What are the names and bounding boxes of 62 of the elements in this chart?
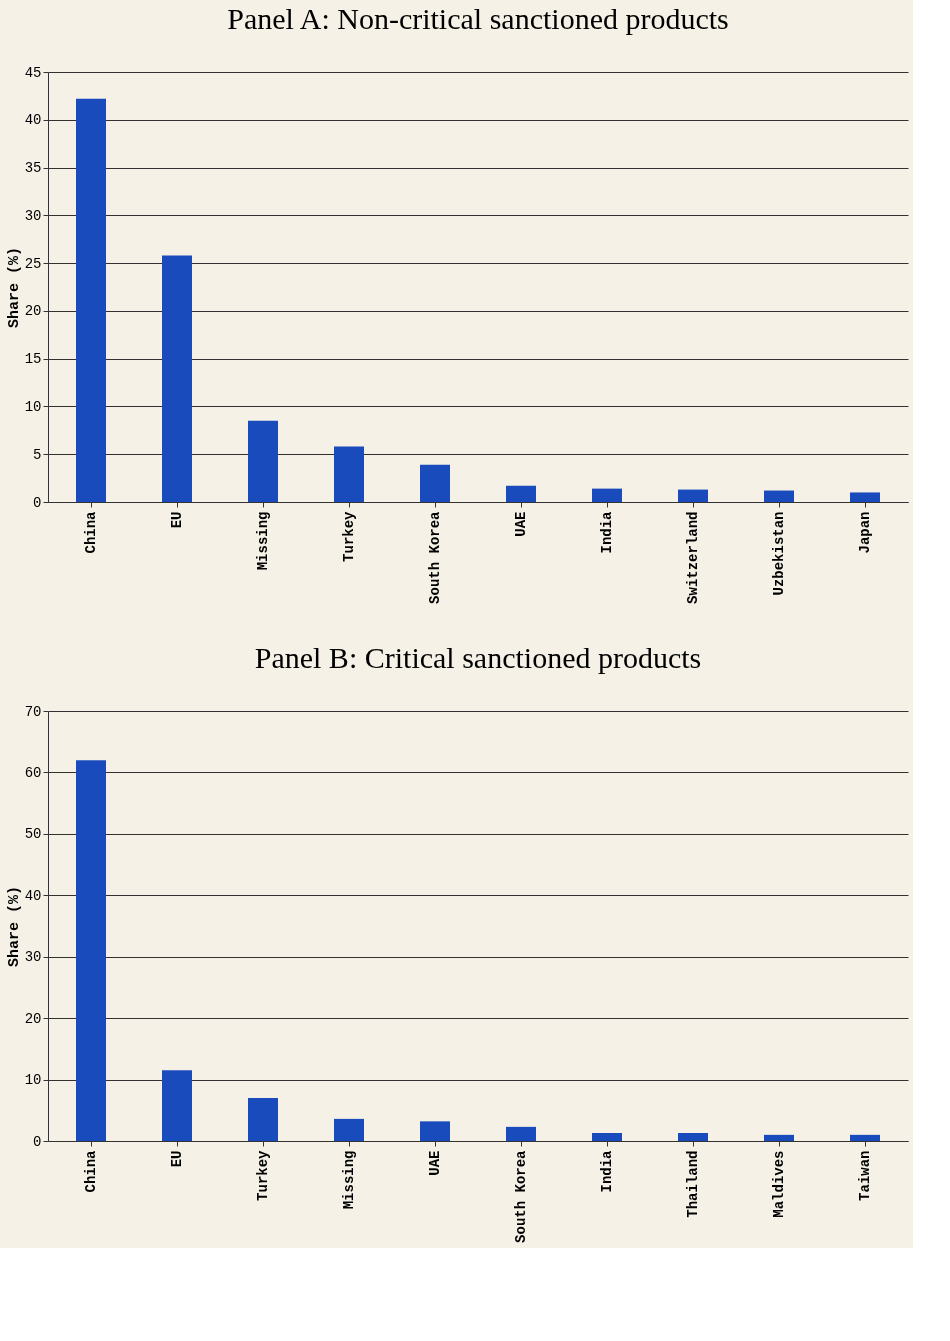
bar [162, 1070, 192, 1141]
x-tick-label: UAE [427, 1150, 443, 1176]
y-tick-label: 60 [24, 764, 42, 781]
bar [850, 492, 880, 502]
y-tick-label: 25 [24, 255, 42, 272]
x-tick-label: Thailand [685, 1150, 701, 1218]
y-tick-label: 30 [24, 949, 42, 966]
bar [678, 489, 708, 502]
x-tick-label: Missing [341, 1150, 357, 1210]
x-tick-label: Taiwan [857, 1150, 873, 1201]
y-tick-label: 70 [24, 703, 42, 720]
y-tick-label: 40 [24, 112, 42, 129]
y-tick-label: 0 [33, 494, 42, 511]
x-tick-label: Missing [255, 511, 271, 571]
x-tick-label: Turkey [341, 510, 357, 562]
y-tick-label: 30 [24, 207, 42, 224]
bar [592, 1133, 622, 1141]
y-tick-label: 20 [24, 303, 42, 320]
x-tick-label: EU [169, 511, 185, 529]
x-tick-label: South Korea [513, 1149, 529, 1243]
x-tick-label: UAE [513, 511, 529, 537]
y-tick-label: 0 [33, 1133, 42, 1150]
x-tick-label: South Korea [427, 510, 443, 604]
bar [162, 255, 192, 502]
chart-title: Panel A: Non-critical sanctioned products [227, 2, 729, 35]
bar [764, 1134, 794, 1141]
bar [76, 760, 106, 1141]
bar [334, 446, 364, 502]
x-tick-label: India [599, 510, 615, 554]
x-tick-label: China [83, 510, 99, 554]
y-tick-label: 40 [24, 887, 42, 904]
y-tick-label: 35 [24, 160, 42, 177]
x-tick-label: Japan [857, 511, 873, 554]
y-tick-label: 45 [24, 64, 42, 81]
chart-title: Panel B: Critical sanctioned products [254, 641, 702, 674]
bar [678, 1133, 708, 1141]
bar [850, 1134, 880, 1141]
bar [592, 488, 622, 502]
y-axis-title: Share (%) [5, 885, 23, 968]
x-tick-label: China [83, 1149, 99, 1193]
bar [248, 1098, 278, 1141]
bar [76, 98, 106, 502]
y-tick-label: 10 [24, 398, 42, 415]
y-tick-label: 20 [24, 1010, 42, 1027]
y-tick-label: 5 [33, 446, 42, 463]
y-tick-label: 50 [24, 826, 42, 843]
y-tick-label: 15 [24, 351, 42, 368]
bar [420, 464, 450, 502]
bar [764, 490, 794, 502]
x-tick-label: Turkey [255, 1149, 271, 1201]
bar [506, 485, 536, 502]
x-tick-label: EU [169, 1150, 185, 1168]
x-tick-label: Uzbekistan [771, 511, 787, 596]
bar [248, 420, 278, 502]
bar [506, 1126, 536, 1141]
x-tick-label: Maldives [771, 1150, 787, 1218]
x-tick-label: Switzerland [685, 511, 701, 604]
bar [420, 1121, 450, 1141]
y-axis-title: Share (%) [5, 246, 23, 329]
y-tick-label: 10 [24, 1072, 42, 1089]
x-tick-label: India [599, 1149, 615, 1193]
bar [334, 1118, 364, 1141]
